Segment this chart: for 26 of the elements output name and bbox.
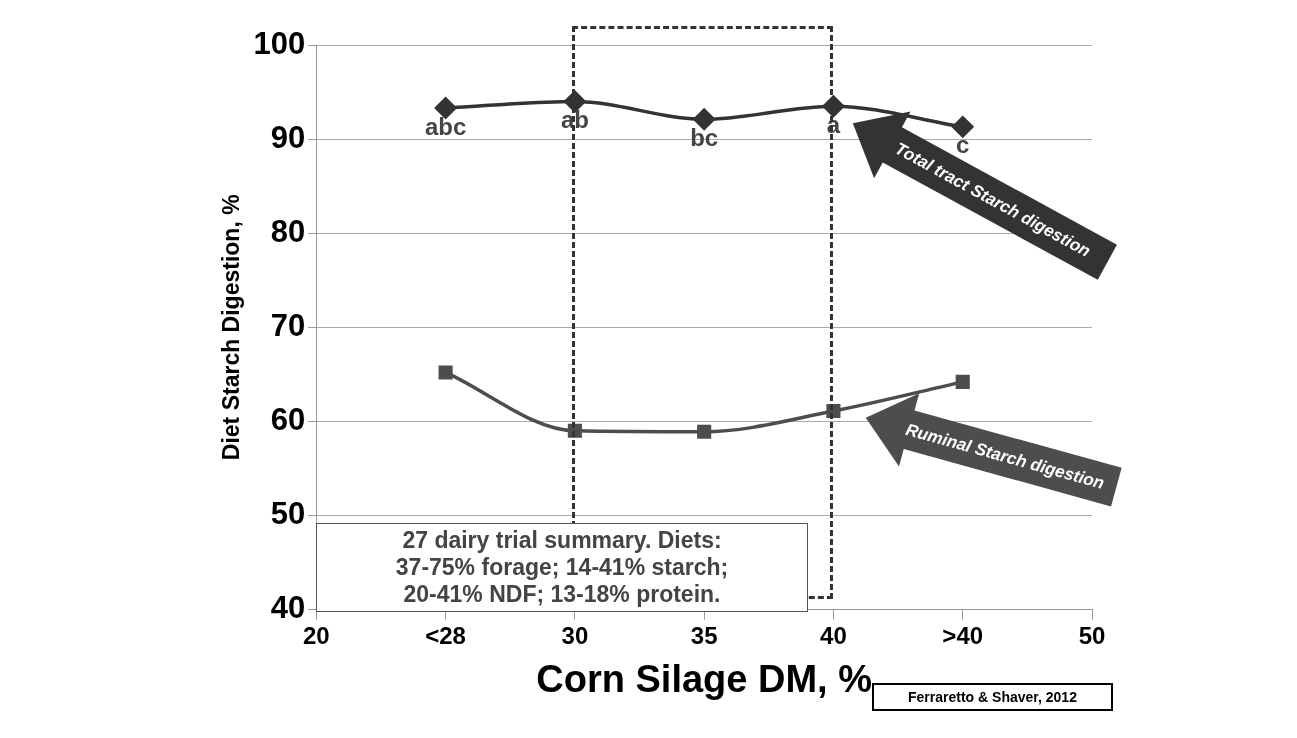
x-tick-label: 50 [1078,621,1106,649]
text-box: 27 dairy trial summary. Diets: 37-75% forage; 14-41% starch; 20-41% NDF; 13-18% protein. [316,523,808,612]
x-tick-label: 30 [561,621,589,649]
y-tick-label: 80 [270,213,306,249]
x-tick-label: 35 [690,621,718,649]
x-axis-title: Corn Silage DM, % [536,657,873,700]
x-tick-label: 40 [820,621,847,649]
y-tick-label: 50 [270,496,306,532]
y-tick-label: 100 [253,25,306,61]
annotation: abc [424,112,467,140]
y-tick-label: 70 [270,307,306,343]
y-axis-title: Diet Starch Digestion, % [218,194,245,461]
point [822,95,845,117]
point [434,97,457,119]
point [951,116,974,138]
annotation: bc [690,123,719,151]
annotation: c [956,131,970,159]
x-tick-label: >40 [942,621,984,649]
x-tick-label: <28 [425,621,466,649]
point [697,424,712,439]
point [955,374,970,389]
text-box: Ferraretto & Shaver, 2012 [872,683,1113,711]
point [438,365,453,380]
y-tick-label: 60 [270,401,306,437]
y-tick-label: 90 [270,119,306,155]
annotation: ab [560,106,589,134]
